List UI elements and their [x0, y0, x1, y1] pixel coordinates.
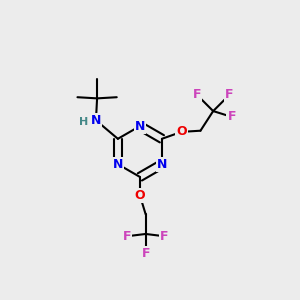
Text: O: O	[135, 189, 145, 202]
Text: O: O	[176, 125, 187, 138]
Text: F: F	[122, 230, 131, 243]
Text: F: F	[225, 88, 234, 101]
Text: F: F	[141, 247, 150, 260]
Text: N: N	[91, 114, 101, 127]
Text: F: F	[227, 110, 236, 123]
Text: H: H	[79, 117, 88, 127]
Text: N: N	[135, 120, 145, 133]
Text: N: N	[157, 158, 167, 171]
Text: F: F	[160, 230, 169, 243]
Text: N: N	[113, 158, 123, 171]
Text: F: F	[193, 88, 201, 101]
